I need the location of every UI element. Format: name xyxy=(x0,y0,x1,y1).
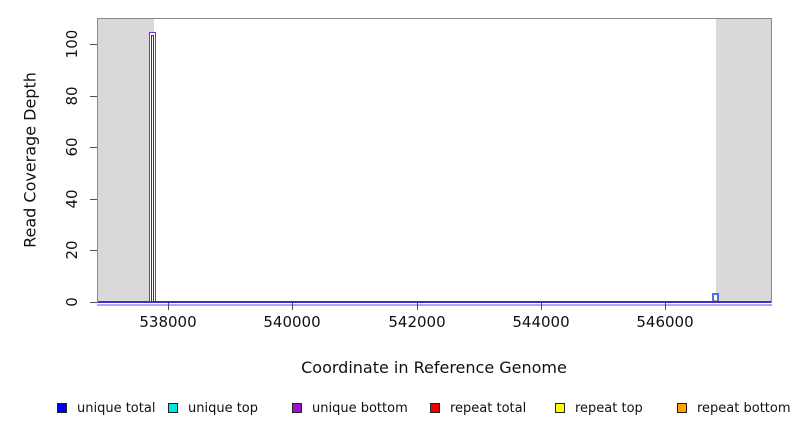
x-axis-tick-label: 544000 xyxy=(512,313,570,331)
legend-label: repeat total xyxy=(450,401,527,416)
x-axis-tick-label: 540000 xyxy=(263,313,321,331)
y-axis-tick-label: 20 xyxy=(63,240,81,260)
coverage-baseline xyxy=(98,301,771,303)
coverage-baseline-underlay xyxy=(97,304,772,306)
x-axis-tick-label: 538000 xyxy=(139,313,197,331)
y-axis-tick xyxy=(90,302,97,303)
legend-swatch-unique-bottom-icon xyxy=(292,403,302,413)
legend-label: repeat top xyxy=(575,401,643,416)
coverage-spike-unique-total xyxy=(151,35,154,303)
y-axis-title: Read Coverage Depth xyxy=(20,72,40,248)
y-axis-tick xyxy=(90,96,97,97)
coverage-spike-unique-bottom xyxy=(149,32,156,303)
legend-swatch-unique-total-icon xyxy=(57,403,67,413)
x-axis-tick-label: 542000 xyxy=(388,313,446,331)
legend-swatch-repeat-bottom-icon xyxy=(677,403,687,413)
legend-label: unique top xyxy=(188,401,259,416)
legend-swatch-repeat-total-icon xyxy=(430,403,440,413)
y-axis-tick-label: 40 xyxy=(63,189,81,209)
y-axis-tick xyxy=(90,44,97,45)
x-axis-tick xyxy=(292,303,293,310)
legend-swatch-unique-top-icon xyxy=(168,403,178,413)
legend-label: unique bottom xyxy=(312,401,408,416)
y-axis-tick-label: 80 xyxy=(63,86,81,106)
x-axis-title: Coordinate in Reference Genome xyxy=(301,358,567,377)
legend-label: repeat bottom xyxy=(697,401,791,416)
x-axis-tick xyxy=(541,303,542,310)
x-axis-tick xyxy=(665,303,666,310)
y-axis-tick-label: 100 xyxy=(63,29,81,59)
plot-area xyxy=(97,18,772,303)
shaded-region-right xyxy=(716,19,771,302)
x-axis-tick xyxy=(417,303,418,310)
x-axis-tick xyxy=(168,303,169,310)
y-axis-tick-label: 0 xyxy=(63,297,81,307)
x-axis-tick-label: 546000 xyxy=(636,313,694,331)
y-axis-tick-label: 60 xyxy=(63,137,81,157)
legend-label: unique total xyxy=(77,401,156,416)
shaded-region-left xyxy=(98,19,154,302)
y-axis-tick xyxy=(90,199,97,200)
y-axis-tick xyxy=(90,250,97,251)
y-axis-tick xyxy=(90,147,97,148)
legend-swatch-repeat-top-icon xyxy=(555,403,565,413)
